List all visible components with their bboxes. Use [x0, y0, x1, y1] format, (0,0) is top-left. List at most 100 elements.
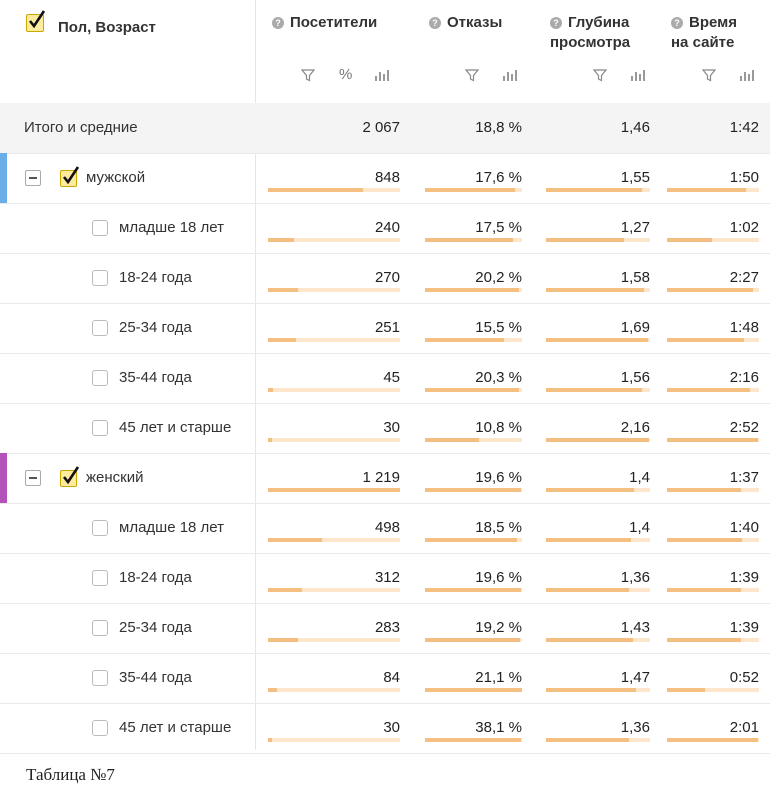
filter-icon[interactable] [701, 68, 717, 87]
column-header-visitors[interactable]: ? Посетители [272, 13, 377, 33]
bar-track-bounces [425, 438, 522, 442]
collapse-button[interactable] [25, 170, 41, 186]
bar-track-depth [546, 588, 650, 592]
cell-visitors: 498 [374, 519, 400, 536]
row-label: 45 лет и старше [119, 419, 232, 436]
group-row-женский[interactable]: женский 1 219 19,6 % 1,4 1:37 [0, 453, 770, 504]
cell-depth: 1,27 [620, 219, 650, 236]
cell-time: 1:42 [729, 119, 759, 136]
table-row[interactable]: 35-44 года 45 20,3 % 1,56 2:16 [0, 353, 770, 404]
row-checkbox[interactable] [92, 320, 108, 336]
help-icon[interactable]: ? [429, 17, 441, 29]
cell-visitors: 283 [374, 619, 400, 636]
group-label: женский [86, 469, 144, 486]
bar-fill-time [667, 688, 705, 692]
bar-track-visitors [268, 338, 400, 342]
cell-time: 1:39 [729, 569, 759, 586]
percent-toggle[interactable]: % [339, 66, 353, 83]
cell-bounces: 20,2 % [475, 269, 522, 286]
table-row[interactable]: 45 лет и старше 30 10,8 % 2,16 2:52 [0, 403, 770, 454]
row-checkbox[interactable] [92, 620, 108, 636]
help-icon[interactable]: ? [671, 17, 683, 29]
table-row[interactable]: 35-44 года 84 21,1 % 1,47 0:52 [0, 653, 770, 704]
dimension-title[interactable]: Пол, Возраст [58, 19, 156, 36]
cell-time: 2:27 [729, 269, 759, 286]
column-header-time[interactable]: ? Время на сайте [671, 13, 737, 53]
collapse-button[interactable] [25, 470, 41, 486]
filter-icon[interactable] [300, 68, 316, 87]
bar-fill-visitors [268, 238, 294, 242]
help-icon[interactable]: ? [550, 17, 562, 29]
filter-icon[interactable] [592, 68, 608, 87]
bar-track-time [667, 688, 759, 692]
filter-icon[interactable] [464, 68, 480, 87]
bar-track-depth [546, 538, 650, 542]
table-row[interactable]: 18-24 года 312 19,6 % 1,36 1:39 [0, 553, 770, 604]
row-checkbox[interactable] [92, 420, 108, 436]
row-label: 18-24 года [119, 269, 192, 286]
bar-fill-bounces [425, 438, 479, 442]
group-checkbox[interactable] [60, 166, 80, 187]
row-label: младше 18 лет [119, 519, 225, 536]
bar-chart-icon[interactable] [374, 68, 390, 87]
cell-time: 1:48 [729, 319, 759, 336]
bar-chart-icon[interactable] [502, 68, 518, 87]
bar-track-depth [546, 188, 650, 192]
table-row[interactable]: 25-34 года 251 15,5 % 1,69 1:48 [0, 303, 770, 354]
row-checkbox[interactable] [92, 720, 108, 736]
bar-fill-visitors [268, 388, 273, 392]
bar-track-time [667, 288, 759, 292]
group-label: мужской [86, 169, 146, 186]
group-color-strip [0, 153, 7, 203]
table-row[interactable]: 45 лет и старше 30 38,1 % 1,36 2:01 [0, 703, 770, 754]
bar-track-time [667, 438, 759, 442]
bar-track-time [667, 188, 759, 192]
column-title-time: на сайте [671, 34, 735, 51]
bar-track-depth [546, 638, 650, 642]
bar-chart-icon[interactable] [630, 68, 646, 87]
checkmark-icon [28, 10, 46, 29]
row-checkbox[interactable] [92, 670, 108, 686]
cell-time: 1:50 [729, 169, 759, 186]
group-checkbox[interactable] [60, 466, 80, 487]
help-icon[interactable]: ? [272, 17, 284, 29]
cell-depth: 1,56 [620, 369, 650, 386]
row-checkbox[interactable] [92, 370, 108, 386]
bar-track-bounces [425, 188, 522, 192]
cell-depth: 2,16 [620, 419, 650, 436]
cell-time: 1:37 [729, 469, 759, 486]
cell-bounces: 21,1 % [475, 669, 522, 686]
cell-bounces: 19,6 % [475, 469, 522, 486]
bar-fill-visitors [268, 538, 322, 542]
row-checkbox[interactable] [92, 270, 108, 286]
row-checkbox[interactable] [92, 220, 108, 236]
table-row[interactable]: младше 18 лет 240 17,5 % 1,27 1:02 [0, 203, 770, 254]
cell-depth: 1,4 [629, 469, 650, 486]
table-row[interactable]: младше 18 лет 498 18,5 % 1,4 1:40 [0, 503, 770, 554]
cell-visitors: 84 [383, 669, 400, 686]
bar-fill-visitors [268, 738, 272, 742]
cell-visitors: 848 [374, 169, 400, 186]
bar-fill-time [667, 188, 746, 192]
column-title-depth: просмотра [550, 34, 631, 51]
column-title-depth: Глубина [568, 14, 630, 31]
table-row[interactable]: 18-24 года 270 20,2 % 1,58 2:27 [0, 253, 770, 304]
bar-fill-depth [546, 338, 648, 342]
checkmark-icon [62, 166, 80, 185]
row-label: 45 лет и старше [119, 719, 232, 736]
bar-track-depth [546, 438, 650, 442]
bar-fill-time [667, 338, 744, 342]
group-row-мужской[interactable]: мужской 848 17,6 % 1,55 1:50 [0, 153, 770, 204]
column-header-bounces[interactable]: ? Отказы [429, 13, 502, 33]
bar-fill-bounces [425, 188, 515, 192]
row-checkbox[interactable] [92, 520, 108, 536]
bar-track-time [667, 338, 759, 342]
bar-fill-visitors [268, 438, 272, 442]
column-header-depth[interactable]: ? Глубина просмотра [550, 13, 630, 53]
table-row[interactable]: 25-34 года 283 19,2 % 1,43 1:39 [0, 603, 770, 654]
bar-track-time [667, 488, 759, 492]
row-checkbox[interactable] [92, 570, 108, 586]
dimension-checkbox[interactable] [26, 10, 46, 32]
cell-visitors: 251 [374, 319, 400, 336]
bar-chart-icon[interactable] [739, 68, 755, 87]
